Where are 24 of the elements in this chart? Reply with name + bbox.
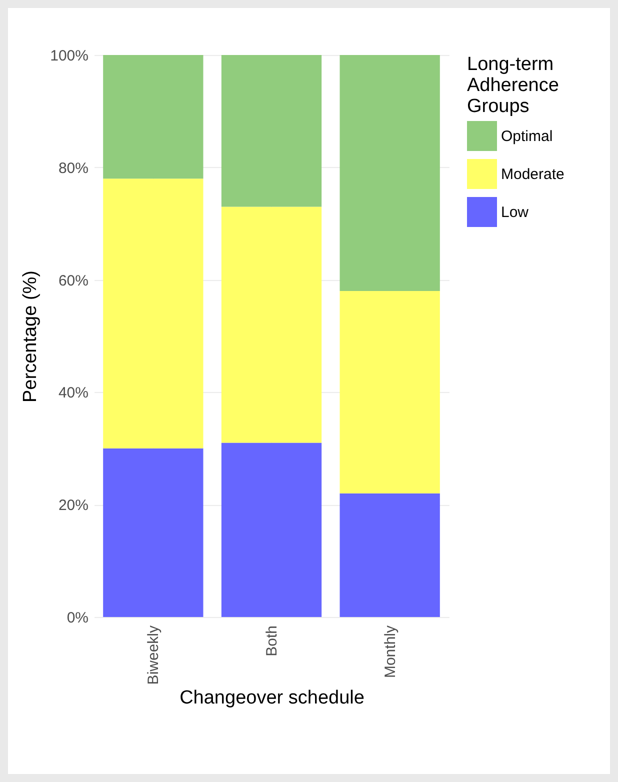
bar	[221, 442, 322, 617]
legend-label: Low	[501, 204, 529, 221]
y-tick-label: 20%	[58, 497, 88, 514]
bar	[103, 448, 204, 617]
x-tick-label: Biweekly	[145, 625, 162, 685]
bar	[103, 55, 204, 179]
x-tick-label: Both	[264, 626, 280, 656]
x-axis-title: Changeover schedule	[180, 688, 364, 709]
y-tick-label: 60%	[58, 272, 88, 290]
bar	[340, 291, 440, 494]
x-tick-label: Monthly	[382, 625, 399, 678]
bar	[340, 493, 440, 617]
y-tick-label: 40%	[58, 384, 88, 402]
bar	[340, 55, 440, 292]
y-tick-label: 0%	[66, 610, 88, 626]
bar	[103, 178, 204, 448]
y-axis-title: Percentage (%)	[20, 270, 42, 403]
legend-title: Long-term Adherence Groups	[467, 54, 559, 117]
legend-label: Moderate	[501, 166, 564, 183]
bar	[221, 55, 322, 207]
legend-label: Optimal	[501, 128, 553, 145]
bar	[221, 206, 322, 443]
y-tick-label: 100%	[50, 48, 88, 64]
y-tick-label: 80%	[58, 160, 88, 177]
